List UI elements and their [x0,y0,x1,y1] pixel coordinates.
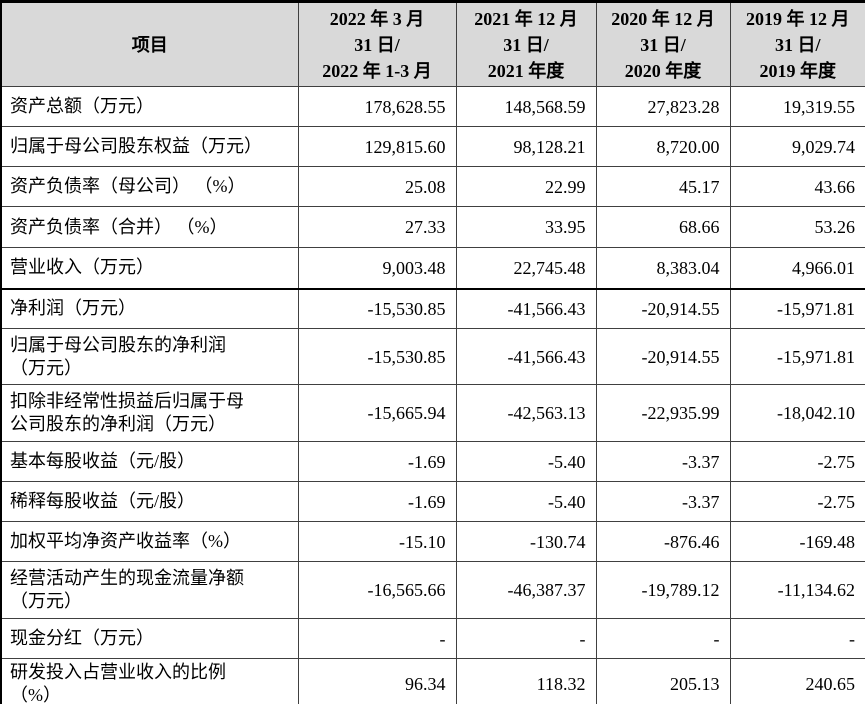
table-row: 资产负债率（母公司） （%） 25.08 22.99 45.17 43.66 [0,166,865,207]
cell-value: -15,971.81 [729,328,865,385]
cell-value: -22,935.99 [595,384,731,442]
row-label: 归属于母公司股东的净利润 （万元） [0,328,299,385]
cell-value: 53.26 [729,206,865,248]
cell-value: 19,319.55 [729,86,865,127]
cell-value: -2.75 [729,481,865,522]
cell-value: 148,568.59 [455,86,597,127]
table-row: 扣除非经常性损益后归属于母 公司股东的净利润（万元） -15,665.94 -4… [0,384,865,442]
cell-value: -18,042.10 [729,384,865,442]
cell-value: -1.69 [297,481,457,522]
cell-value: -46,387.37 [455,561,597,619]
cell-value: - [729,618,865,659]
cell-value: -169.48 [729,521,865,562]
row-label: 现金分红（万元） [0,618,299,659]
cell-value: -42,563.13 [455,384,597,442]
cell-value: -15,665.94 [297,384,457,442]
table-row: 现金分红（万元） - - - - [0,618,865,659]
row-label: 净利润（万元） [0,287,299,329]
row-label: 稀释每股收益（元/股） [0,481,299,522]
row-label: 经营活动产生的现金流量净额 （万元） [0,561,299,619]
cell-value: 22,745.48 [455,247,597,289]
cell-value: - [297,618,457,659]
cell-value: 25.08 [297,166,457,207]
row-label: 资产负债率（母公司） （%） [0,166,299,207]
column-header-2022: 2022 年 3 月 31 日/ 2022 年 1-3 月 [297,1,457,87]
table-row: 资产总额（万元） 178,628.55 148,568.59 27,823.28… [0,86,865,127]
cell-value: 9,029.74 [729,126,865,167]
row-label: 扣除非经常性损益后归属于母 公司股东的净利润（万元） [0,384,299,442]
cell-value: 118.32 [455,658,597,704]
cell-value: -3.37 [595,481,731,522]
table-row: 资产负债率（合并） （%） 27.33 33.95 68.66 53.26 [0,206,865,248]
table-row: 研发投入占营业收入的比例 （%） 96.34 118.32 205.13 240… [0,658,865,704]
header-row: 项目 2022 年 3 月 31 日/ 2022 年 1-3 月 2021 年 … [0,1,865,87]
column-header-2021: 2021 年 12 月 31 日/ 2021 年度 [455,1,597,87]
cell-value: - [595,618,731,659]
cell-value: 178,628.55 [297,86,457,127]
cell-value: 205.13 [595,658,731,704]
cell-value: 33.95 [455,206,597,248]
cell-value: -876.46 [595,521,731,562]
cell-value: 68.66 [595,206,731,248]
row-label: 资产总额（万元） [0,86,299,127]
cell-value: -130.74 [455,521,597,562]
cell-value: 98,128.21 [455,126,597,167]
cell-value: 96.34 [297,658,457,704]
table-row: 归属于母公司股东的净利润 （万元） -15,530.85 -41,566.43 … [0,328,865,385]
cell-value: 129,815.60 [297,126,457,167]
cell-value: 4,966.01 [729,247,865,289]
cell-value: -2.75 [729,441,865,482]
cell-value: -19,789.12 [595,561,731,619]
table-row: 净利润（万元） -15,530.85 -41,566.43 -20,914.55… [0,287,865,329]
cell-value: -5.40 [455,481,597,522]
table-row: 归属于母公司股东权益（万元） 129,815.60 98,128.21 8,72… [0,126,865,167]
row-label: 归属于母公司股东权益（万元） [0,126,299,167]
cell-value: -5.40 [455,441,597,482]
cell-value: - [455,618,597,659]
cell-value: -15,971.81 [729,287,865,329]
column-header-item: 项目 [0,1,299,87]
cell-value: -11,134.62 [729,561,865,619]
cell-value: 27.33 [297,206,457,248]
cell-value: -15,530.85 [297,328,457,385]
cell-value: -20,914.55 [595,287,731,329]
table-row: 营业收入（万元） 9,003.48 22,745.48 8,383.04 4,9… [0,247,865,289]
row-label: 加权平均净资产收益率（%） [0,521,299,562]
cell-value: 43.66 [729,166,865,207]
cell-value: -1.69 [297,441,457,482]
cell-value: -41,566.43 [455,328,597,385]
cell-value: -3.37 [595,441,731,482]
column-header-2020: 2020 年 12 月 31 日/ 2020 年度 [595,1,731,87]
cell-value: -20,914.55 [595,328,731,385]
cell-value: -15.10 [297,521,457,562]
cell-value: -16,565.66 [297,561,457,619]
row-label: 研发投入占营业收入的比例 （%） [0,658,299,704]
table-row: 经营活动产生的现金流量净额 （万元） -16,565.66 -46,387.37… [0,561,865,619]
table-row: 加权平均净资产收益率（%） -15.10 -130.74 -876.46 -16… [0,521,865,562]
table-row: 基本每股收益（元/股） -1.69 -5.40 -3.37 -2.75 [0,441,865,482]
cell-value: 240.65 [729,658,865,704]
cell-value: 8,720.00 [595,126,731,167]
column-header-2019: 2019 年 12 月 31 日/ 2019 年度 [729,1,865,87]
cell-value: 9,003.48 [297,247,457,289]
cell-value: 8,383.04 [595,247,731,289]
row-label: 资产负债率（合并） （%） [0,206,299,248]
cell-value: -41,566.43 [455,287,597,329]
table-row: 稀释每股收益（元/股） -1.69 -5.40 -3.37 -2.75 [0,481,865,522]
cell-value: -15,530.85 [297,287,457,329]
cell-value: 27,823.28 [595,86,731,127]
row-label: 基本每股收益（元/股） [0,441,299,482]
cell-value: 45.17 [595,166,731,207]
row-label: 营业收入（万元） [0,247,299,289]
cell-value: 22.99 [455,166,597,207]
